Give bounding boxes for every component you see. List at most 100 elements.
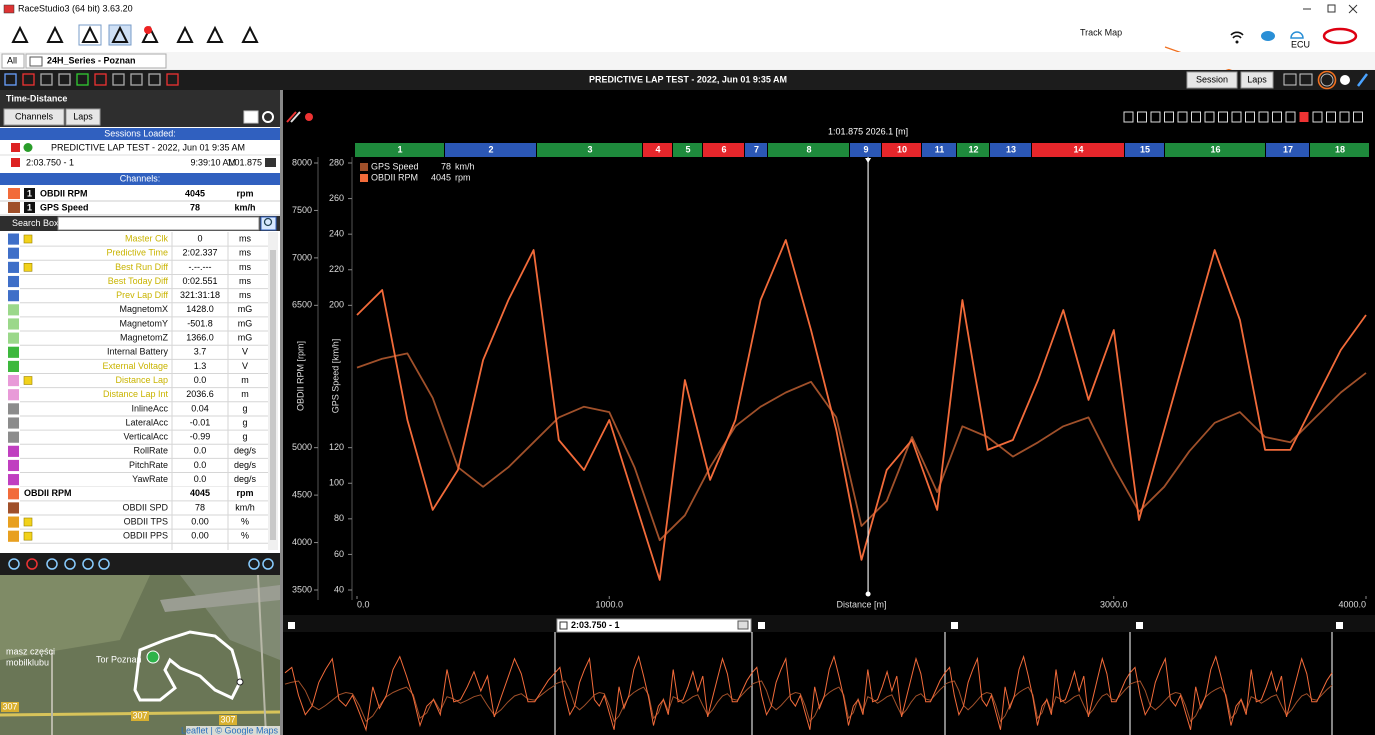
note-icon [24, 263, 32, 271]
selected-channel-name[interactable]: OBDII RPM [40, 188, 88, 198]
y-tick-label: 200 [329, 300, 344, 310]
ecu-icon-label: ECU [1291, 39, 1310, 49]
cfg-button[interactable] [244, 111, 258, 123]
channel-name[interactable]: OBDII TPS [124, 516, 168, 526]
map-label: mobilklubu [6, 657, 49, 667]
channel-color [8, 304, 19, 315]
channel-name[interactable]: Distance Lap Int [103, 389, 169, 399]
legend-name: GPS Speed [371, 161, 419, 171]
channel-value: -.--.--- [189, 262, 212, 272]
channel-value: 0:02.551 [182, 276, 217, 286]
channel-name[interactable]: Predictive Time [106, 248, 168, 258]
channel-color [8, 333, 19, 344]
channel-name[interactable]: InlineAcc [131, 403, 168, 413]
channel-value: 0.00 [191, 531, 209, 541]
channel-value: 3.7 [194, 347, 207, 357]
close-session-button[interactable] [11, 143, 20, 152]
y2-tick-label: 7000 [292, 252, 312, 262]
channel-name[interactable]: Best Today Diff [108, 276, 169, 286]
channel-color [8, 488, 19, 499]
sector-label: 3 [587, 144, 592, 154]
track-marker [237, 679, 243, 685]
channel-unit: rpm [236, 488, 253, 498]
close-lap-button[interactable] [11, 158, 20, 167]
panel-button-label[interactable]: Channels [15, 111, 54, 121]
header-button-label[interactable]: Session [1196, 74, 1228, 84]
x-tick-label: 4000.0 [1338, 599, 1366, 609]
annotation-label: Track Map [1080, 27, 1122, 37]
channel-name[interactable]: OBDII SPD [122, 502, 168, 512]
header-button-label[interactable]: Laps [1247, 74, 1267, 84]
channel-color [8, 389, 19, 400]
channel-name[interactable]: Prev Lap Diff [116, 290, 168, 300]
selected-channel-name[interactable]: GPS Speed [40, 202, 89, 212]
channel-unit: deg/s [234, 446, 257, 456]
sector-label: 7 [754, 144, 759, 154]
sector-label: 16 [1210, 144, 1220, 154]
channel-name[interactable]: VerticalAcc [123, 432, 168, 442]
session-name: PREDICTIVE LAP TEST - 2022, Jun 01 9:35 … [51, 142, 245, 152]
channel-unit: m [241, 375, 249, 385]
info-button[interactable] [1340, 75, 1350, 85]
lap-checkbox[interactable] [951, 622, 958, 629]
channel-name[interactable]: MagnetomZ [120, 333, 169, 343]
sector-label: 4 [655, 144, 660, 154]
lap-visibility-button[interactable] [265, 158, 276, 167]
y-tick-label: 80 [334, 513, 344, 523]
panel-button-label[interactable]: Laps [73, 111, 93, 121]
note-icon [24, 532, 32, 540]
channel-name[interactable]: Internal Battery [107, 347, 169, 357]
channel-name[interactable]: PitchRate [129, 460, 168, 470]
channel-color [8, 262, 19, 273]
map-label: masz części [6, 646, 55, 656]
lap-checkbox[interactable] [758, 622, 765, 629]
channel-name[interactable]: YawRate [132, 474, 168, 484]
channel-name[interactable]: Best Run Diff [115, 262, 168, 272]
sector-label: 5 [685, 144, 690, 154]
channel-name[interactable]: External Voltage [102, 361, 168, 371]
channel-color [8, 517, 19, 528]
channel-name[interactable]: MagnetomY [119, 318, 168, 328]
channel-unit: ms [239, 262, 251, 272]
tab-label[interactable]: All [7, 55, 17, 65]
channel-color [8, 318, 19, 329]
map-label: Tor Poznań [96, 654, 142, 664]
lap-checkbox[interactable] [288, 622, 295, 629]
sector-label: 8 [806, 144, 811, 154]
overview-checkbox[interactable] [560, 622, 567, 629]
y-tick-label: 40 [334, 584, 344, 594]
info-icon[interactable] [24, 143, 33, 152]
scrollbar-thumb[interactable] [270, 250, 276, 540]
channel-name[interactable]: RollRate [133, 446, 168, 456]
tab-label[interactable]: 24H_Series - Poznan [47, 55, 136, 65]
channel-unit: deg/s [234, 460, 257, 470]
channel-name[interactable]: Master Clk [125, 233, 169, 243]
app-window: RaceStudio3 (64 bit) 3.63.20 Track Map ECU… [0, 0, 1375, 735]
legend-name: OBDII RPM [371, 172, 418, 182]
lap-checkbox[interactable] [1336, 622, 1343, 629]
channel-value: 1366.0 [186, 333, 214, 343]
lap-checkbox[interactable] [1136, 622, 1143, 629]
window-title: RaceStudio3 (64 bit) 3.63.20 [18, 3, 133, 13]
channel-color [8, 234, 19, 245]
channel-name[interactable]: Distance Lap [115, 375, 168, 385]
channel-name[interactable]: MagnetomX [119, 304, 168, 314]
channel-color [8, 403, 19, 414]
chart-tool-icon[interactable] [1300, 112, 1309, 122]
tab-row [0, 52, 1375, 69]
record-button[interactable] [305, 113, 313, 121]
cloud-icon[interactable] [1261, 31, 1275, 41]
channel-value: 1428.0 [186, 304, 214, 314]
map-attribution[interactable]: Leaflet | © Google Maps [181, 725, 279, 735]
overview-visibility-button[interactable] [738, 621, 748, 629]
channel-group-name[interactable]: OBDII RPM [24, 488, 72, 498]
sector-label: 9 [863, 144, 868, 154]
sector-label: 14 [1073, 144, 1083, 154]
channel-name[interactable]: OBDII PPS [123, 531, 168, 541]
search-input[interactable] [58, 217, 259, 230]
road-number: 307 [132, 710, 147, 720]
channel-unit: mG [238, 318, 253, 328]
note-icon [24, 377, 32, 385]
overview-lap-label: 2:03.750 - 1 [571, 620, 620, 630]
channel-name[interactable]: LateralAcc [125, 417, 168, 427]
